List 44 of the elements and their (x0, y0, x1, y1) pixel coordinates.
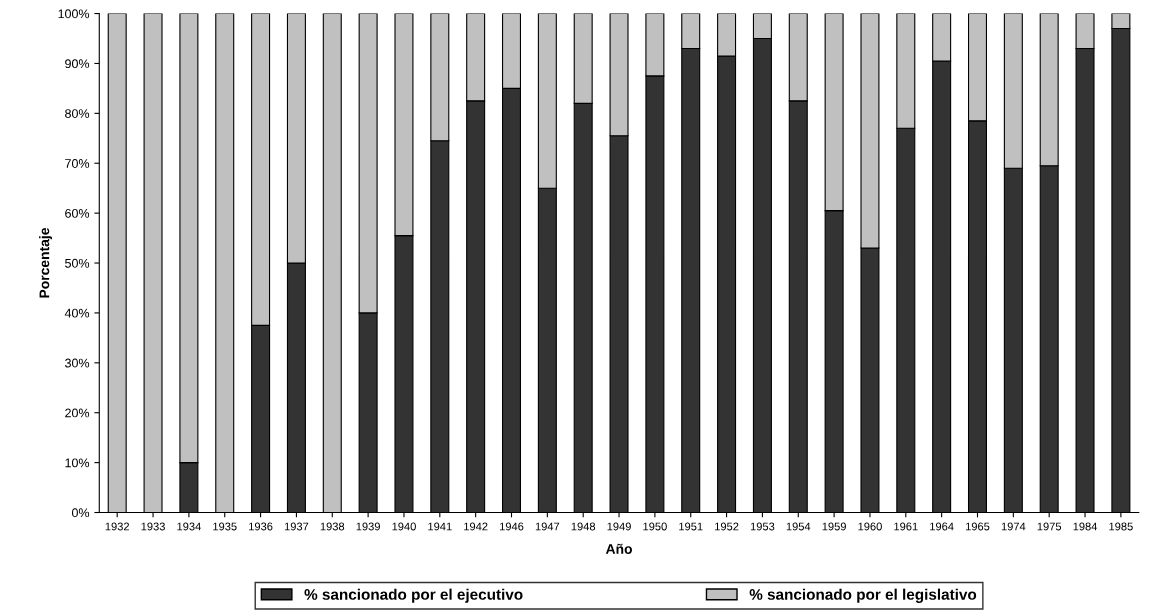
y-tick-label: 50% (65, 258, 90, 268)
x-tick-label: 1965 (965, 522, 990, 531)
x-tick-label: 1942 (464, 522, 488, 531)
x-tick-label: 1932 (105, 522, 130, 531)
y-tick-label: 100% (58, 9, 90, 19)
legend-label: % sancionado por el legislativo (749, 588, 977, 603)
x-tick-label: 1940 (392, 522, 416, 531)
x-tick-label: 1975 (1037, 522, 1062, 531)
x-axis-title: Año (605, 543, 632, 554)
x-tick-label: 1985 (1109, 522, 1133, 531)
x-tick-label: 1934 (177, 522, 201, 531)
y-tick-label: 90% (65, 59, 90, 69)
y-tick-label: 30% (65, 358, 90, 368)
x-tick-label: 1964 (930, 522, 954, 531)
y-axis-title: Porcentaje (39, 227, 53, 298)
x-tick-label: 1952 (715, 522, 739, 531)
y-tick-label: 80% (65, 109, 90, 118)
x-tick-label: 1953 (750, 522, 775, 531)
y-tick-label: 0% (71, 508, 90, 518)
x-tick-label: 1950 (643, 522, 667, 531)
x-tick-label: 1939 (356, 522, 380, 531)
y-tick-label: 10% (65, 458, 90, 468)
x-tick-label: 1960 (858, 522, 882, 531)
x-tick-label: 1954 (786, 522, 811, 531)
x-tick-label: 1984 (1073, 522, 1098, 531)
x-tick-label: 1936 (249, 522, 273, 531)
x-tick-label: 1948 (571, 522, 596, 531)
x-tick-label: 1947 (535, 522, 560, 531)
x-tick-label: 1951 (679, 522, 703, 531)
y-tick-label: 70% (65, 159, 90, 168)
legend-label: % sancionado por el ejecutivo (304, 588, 523, 603)
x-tick-label: 1961 (894, 522, 918, 531)
y-tick-label: 20% (65, 408, 90, 418)
x-tick-label: 1933 (141, 522, 165, 531)
y-tick-label: 60% (65, 208, 90, 218)
x-tick-label: 1946 (499, 522, 524, 531)
x-tick-label: 1959 (822, 522, 846, 531)
x-tick-label: 1935 (213, 522, 237, 531)
x-tick-label: 1938 (320, 522, 345, 531)
y-tick-label: 40% (64, 308, 90, 318)
x-tick-label: 1974 (1001, 522, 1026, 531)
x-tick-label: 1937 (284, 522, 309, 531)
x-tick-label: 1949 (607, 522, 631, 531)
x-tick-label: 1941 (428, 522, 452, 531)
